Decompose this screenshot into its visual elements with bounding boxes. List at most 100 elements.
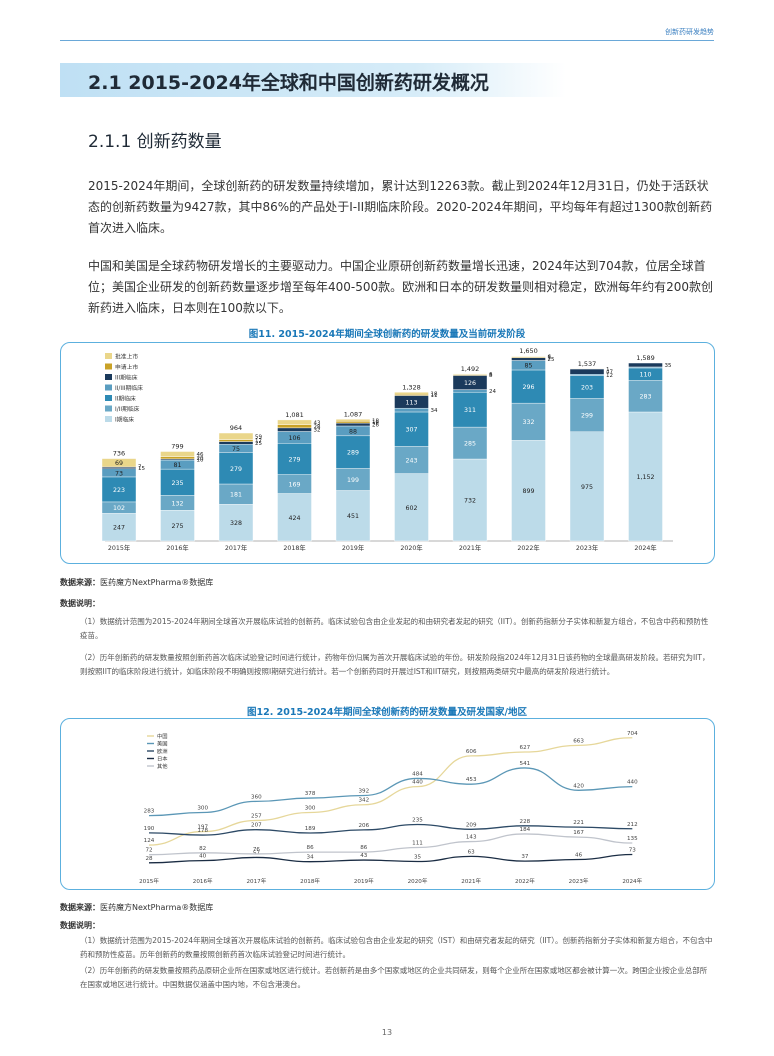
- bar-segment: [394, 392, 429, 395]
- data-label: 299: [581, 413, 593, 420]
- x-tick-label: 2019年: [342, 543, 364, 552]
- data-label: 43: [360, 853, 368, 859]
- total-label: 1,537: [578, 360, 597, 368]
- figure2-title: 图12. 2015-2024年期间全球创新药的研发数量及研发国家/地区: [247, 707, 527, 718]
- data-label: 7: [138, 465, 142, 471]
- x-tick-label: 2015年: [139, 877, 159, 885]
- bar-segment: [101, 458, 137, 467]
- bar-segment: [569, 368, 605, 375]
- data-label: 1,152: [636, 474, 654, 481]
- bar-segment: [335, 419, 371, 422]
- data-label: 7: [548, 355, 552, 361]
- line-chart: 124 197 257 300 342 440 606 627 663 704 283 300 360 3…: [139, 731, 643, 885]
- data-label: 25: [548, 357, 555, 363]
- series-line: [148, 853, 633, 864]
- data-label: 18: [431, 391, 438, 397]
- legend-label: 申请上市: [115, 363, 138, 371]
- legend-label: 中国: [157, 732, 168, 740]
- data-label: 181: [230, 492, 242, 499]
- bar-segment: [218, 441, 254, 445]
- bar-segment: [569, 374, 605, 376]
- bar-segment: [511, 440, 546, 542]
- bar-segment: [511, 357, 546, 361]
- data-label: 307: [405, 427, 417, 434]
- stacked-bar-chart: 24710222373157697362015年2751322358110204…: [101, 347, 673, 552]
- data-label: 440: [412, 780, 423, 786]
- data-label: 106: [288, 435, 300, 442]
- data-label: 663: [573, 738, 584, 744]
- data-label: 285: [464, 441, 476, 448]
- bar-segment: [277, 427, 312, 432]
- data-label: 24: [489, 389, 496, 395]
- data-label: 110: [639, 372, 651, 379]
- bar-segment: [277, 424, 312, 429]
- data-label: 28: [145, 856, 153, 862]
- data-label: 17: [255, 439, 262, 445]
- total-label: 736: [113, 450, 125, 458]
- data-label: 46: [197, 452, 204, 458]
- bar-segment: [335, 422, 371, 427]
- data-label: 178: [197, 828, 208, 834]
- data-label: 37: [521, 854, 529, 860]
- data-label: 223: [113, 487, 125, 494]
- figure2-notes-heading: 数据说明：: [60, 921, 100, 930]
- data-label: 235: [171, 480, 183, 487]
- data-label: 451: [347, 513, 359, 520]
- paragraph-2-text: 中国和美国是全球药物研发增长的主要驱动力。中国企业原研创新药数量增长迅速，202…: [88, 259, 714, 315]
- bar-segment: [101, 513, 137, 542]
- bar-segment: [511, 355, 546, 358]
- data-label: 279: [288, 456, 300, 463]
- bar-segment: [101, 466, 137, 469]
- data-label: 247: [113, 525, 125, 532]
- total-label: 1,589: [636, 354, 655, 362]
- data-label: 69: [115, 460, 123, 467]
- data-label: 20: [197, 456, 204, 462]
- x-tick-label: 2017年: [246, 877, 266, 885]
- data-label: 899: [522, 488, 534, 495]
- data-label: 18: [372, 418, 379, 424]
- data-label: 32: [314, 428, 321, 434]
- x-tick-label: 2023年: [569, 877, 589, 885]
- data-label: 15: [138, 466, 145, 472]
- bar-segment: [394, 411, 429, 447]
- legend-swatch: [105, 395, 112, 401]
- total-label: 1,650: [519, 347, 538, 355]
- bar-segment: [452, 389, 488, 393]
- data-label: 311: [464, 407, 476, 414]
- data-label: 6: [548, 355, 552, 361]
- data-label: 12: [606, 373, 613, 379]
- legend-label: I/II期临床: [115, 405, 140, 413]
- data-label: 424: [288, 515, 300, 522]
- data-label: 28: [314, 424, 321, 430]
- bar-segment: [277, 443, 312, 475]
- x-tick-label: 2021年: [459, 543, 481, 552]
- data-label: 35: [414, 855, 422, 861]
- data-label: 1: [606, 367, 610, 373]
- data-label: 732: [464, 498, 476, 505]
- data-label: 453: [466, 777, 477, 783]
- figure1-frame: 247 102 223 73 15 7 69 736 2015年 275 132 235 81 10 20 4…: [60, 342, 715, 564]
- series-line: [148, 737, 633, 846]
- x-tick-label: 2017年: [225, 543, 247, 552]
- figure1-title: 图11. 2015-2024年期间全球创新药的研发数量及当前研发阶段: [248, 329, 526, 340]
- data-label: 207: [251, 823, 262, 829]
- total-label: 964: [230, 424, 242, 432]
- x-tick-label: 2019年: [354, 877, 374, 885]
- data-label: 378: [305, 791, 316, 797]
- x-tick-label: 2016年: [193, 877, 213, 885]
- data-label: 81: [173, 462, 181, 469]
- data-label: 283: [639, 394, 651, 401]
- data-label: 11: [431, 393, 438, 399]
- bar-segment: [335, 421, 371, 424]
- data-label: 332: [522, 419, 534, 426]
- legend-swatch: [105, 405, 112, 412]
- bar-segment: [452, 373, 488, 375]
- bar-segment: [335, 490, 371, 542]
- legend-label: 批准上市: [115, 353, 138, 361]
- data-label: 184: [520, 827, 531, 833]
- figure1-note-2: （2）历年创新药的研发数量按照创新药首次临床试验登记时间进行统计，药物年份归属为…: [80, 653, 710, 676]
- data-label: 221: [573, 820, 584, 826]
- figure2-note-2: （2）历年创新药的研发数量按照药品原研企业所在国家或地区进行统计。若创新药是由多…: [80, 966, 708, 989]
- data-label: 197: [197, 825, 208, 831]
- source-text: 医药魔方NextPharma®数据库: [100, 903, 214, 912]
